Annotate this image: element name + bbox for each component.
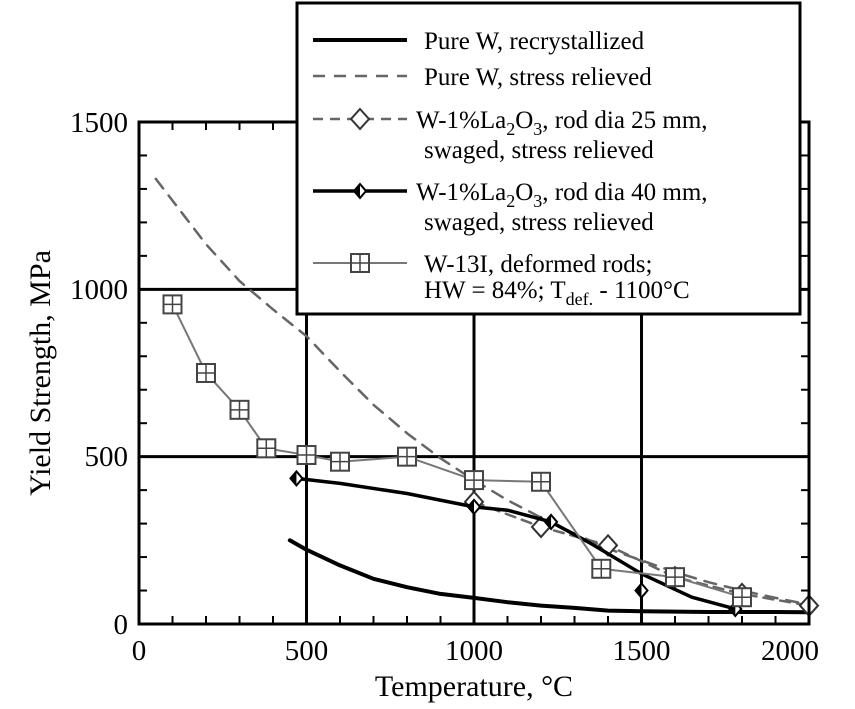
legend-subscript: def.: [566, 289, 593, 309]
data-point-marker-cross: [197, 364, 215, 382]
legend-entry-la2o3-25mm: W-1%La2O3, rod dia 25 mm,: [416, 107, 708, 139]
legend-entry-pure-w-stress-relieved: Pure W, stress relieved: [424, 64, 652, 91]
legend-entry-la2o3-25mm-line2: swaged, stress relieved: [424, 137, 654, 164]
data-point-marker-cross: [351, 254, 369, 272]
x-tick-labels: 0 500 1000 1500 2000: [132, 635, 819, 667]
legend-text-part: , rod dia 40 mm,: [542, 179, 707, 206]
legend-text-part: HW = 84%; T: [424, 277, 566, 304]
data-point-marker-fill: [468, 499, 474, 514]
series-layer: [154, 177, 820, 618]
data-point-marker-cross: [297, 445, 316, 464]
data-point-marker-cross: [532, 472, 550, 491]
data-point-marker-fill: [354, 184, 360, 198]
x-axis-label: Temperature, °C: [375, 670, 573, 703]
legend-entry-w13i-line2: HW = 84%; Tdef. - 1100°C: [424, 277, 690, 309]
series-4: [162, 294, 752, 608]
series-line: [472, 500, 811, 607]
legend-text-part: O: [515, 107, 533, 134]
legend-text-part: - 1100°C: [593, 277, 690, 304]
data-point-marker-cross: [465, 471, 483, 490]
series-line: [294, 476, 738, 611]
data-point-marker-cross: [230, 400, 249, 419]
data-point-marker-cross: [331, 452, 349, 471]
x-tick-label: 500: [285, 635, 329, 667]
legend-subscript: 3: [533, 191, 542, 211]
data-point-marker-cross: [733, 588, 751, 607]
legend-entry-la2o3-40mm: W-1%La2O3, rod dia 40 mm,: [416, 179, 708, 211]
legend-entry-la2o3-40mm-line2: swaged, stress relieved: [424, 209, 654, 236]
legend-entry-w13i: W-13I, deformed rods;: [424, 251, 652, 278]
legend-entry-pure-w-recrystallized: Pure W, recrystallized: [424, 28, 645, 55]
legend-text-part: W-1%La: [416, 179, 506, 206]
legend-text-part: , rod dia 25 mm,: [542, 107, 707, 134]
x-tick-label: 1000: [445, 635, 503, 667]
data-point-marker-fill: [635, 583, 642, 598]
legend-subscript: 2: [506, 191, 515, 211]
x-tick-label: 1500: [613, 635, 671, 667]
data-point-marker-fill: [545, 514, 552, 529]
legend-subscript: 2: [506, 119, 515, 139]
x-tick-label: 0: [132, 635, 147, 667]
legend-text-part: W-1%La: [416, 107, 506, 134]
data-point-marker-fill: [290, 471, 297, 486]
legend-text-part: O: [515, 179, 533, 206]
data-point-marker-cross: [666, 568, 684, 587]
y-tick-labels: 0 500 1000 1500: [70, 107, 128, 641]
series-line: [287, 538, 811, 615]
x-tick-label: 2000: [761, 635, 819, 667]
data-point-marker-cross: [163, 295, 182, 314]
series-0: [287, 538, 811, 615]
legend-subscript: 3: [533, 119, 542, 139]
data-point-marker-cross: [398, 447, 416, 466]
y-tick-label: 0: [114, 609, 129, 641]
y-axis-label: Yield Strength, MPa: [24, 250, 57, 496]
series-3: [289, 469, 743, 618]
data-point-marker-cross: [257, 439, 276, 458]
y-tick-label: 1500: [70, 107, 128, 139]
data-point-marker-cross: [592, 559, 611, 578]
data-point-marker: [349, 107, 371, 131]
legend-samples: [313, 38, 407, 273]
legend: Pure W, recrystallized Pure W, stress re…: [295, 1, 802, 316]
y-tick-label: 1000: [70, 274, 128, 306]
y-tick-label: 500: [85, 441, 129, 473]
